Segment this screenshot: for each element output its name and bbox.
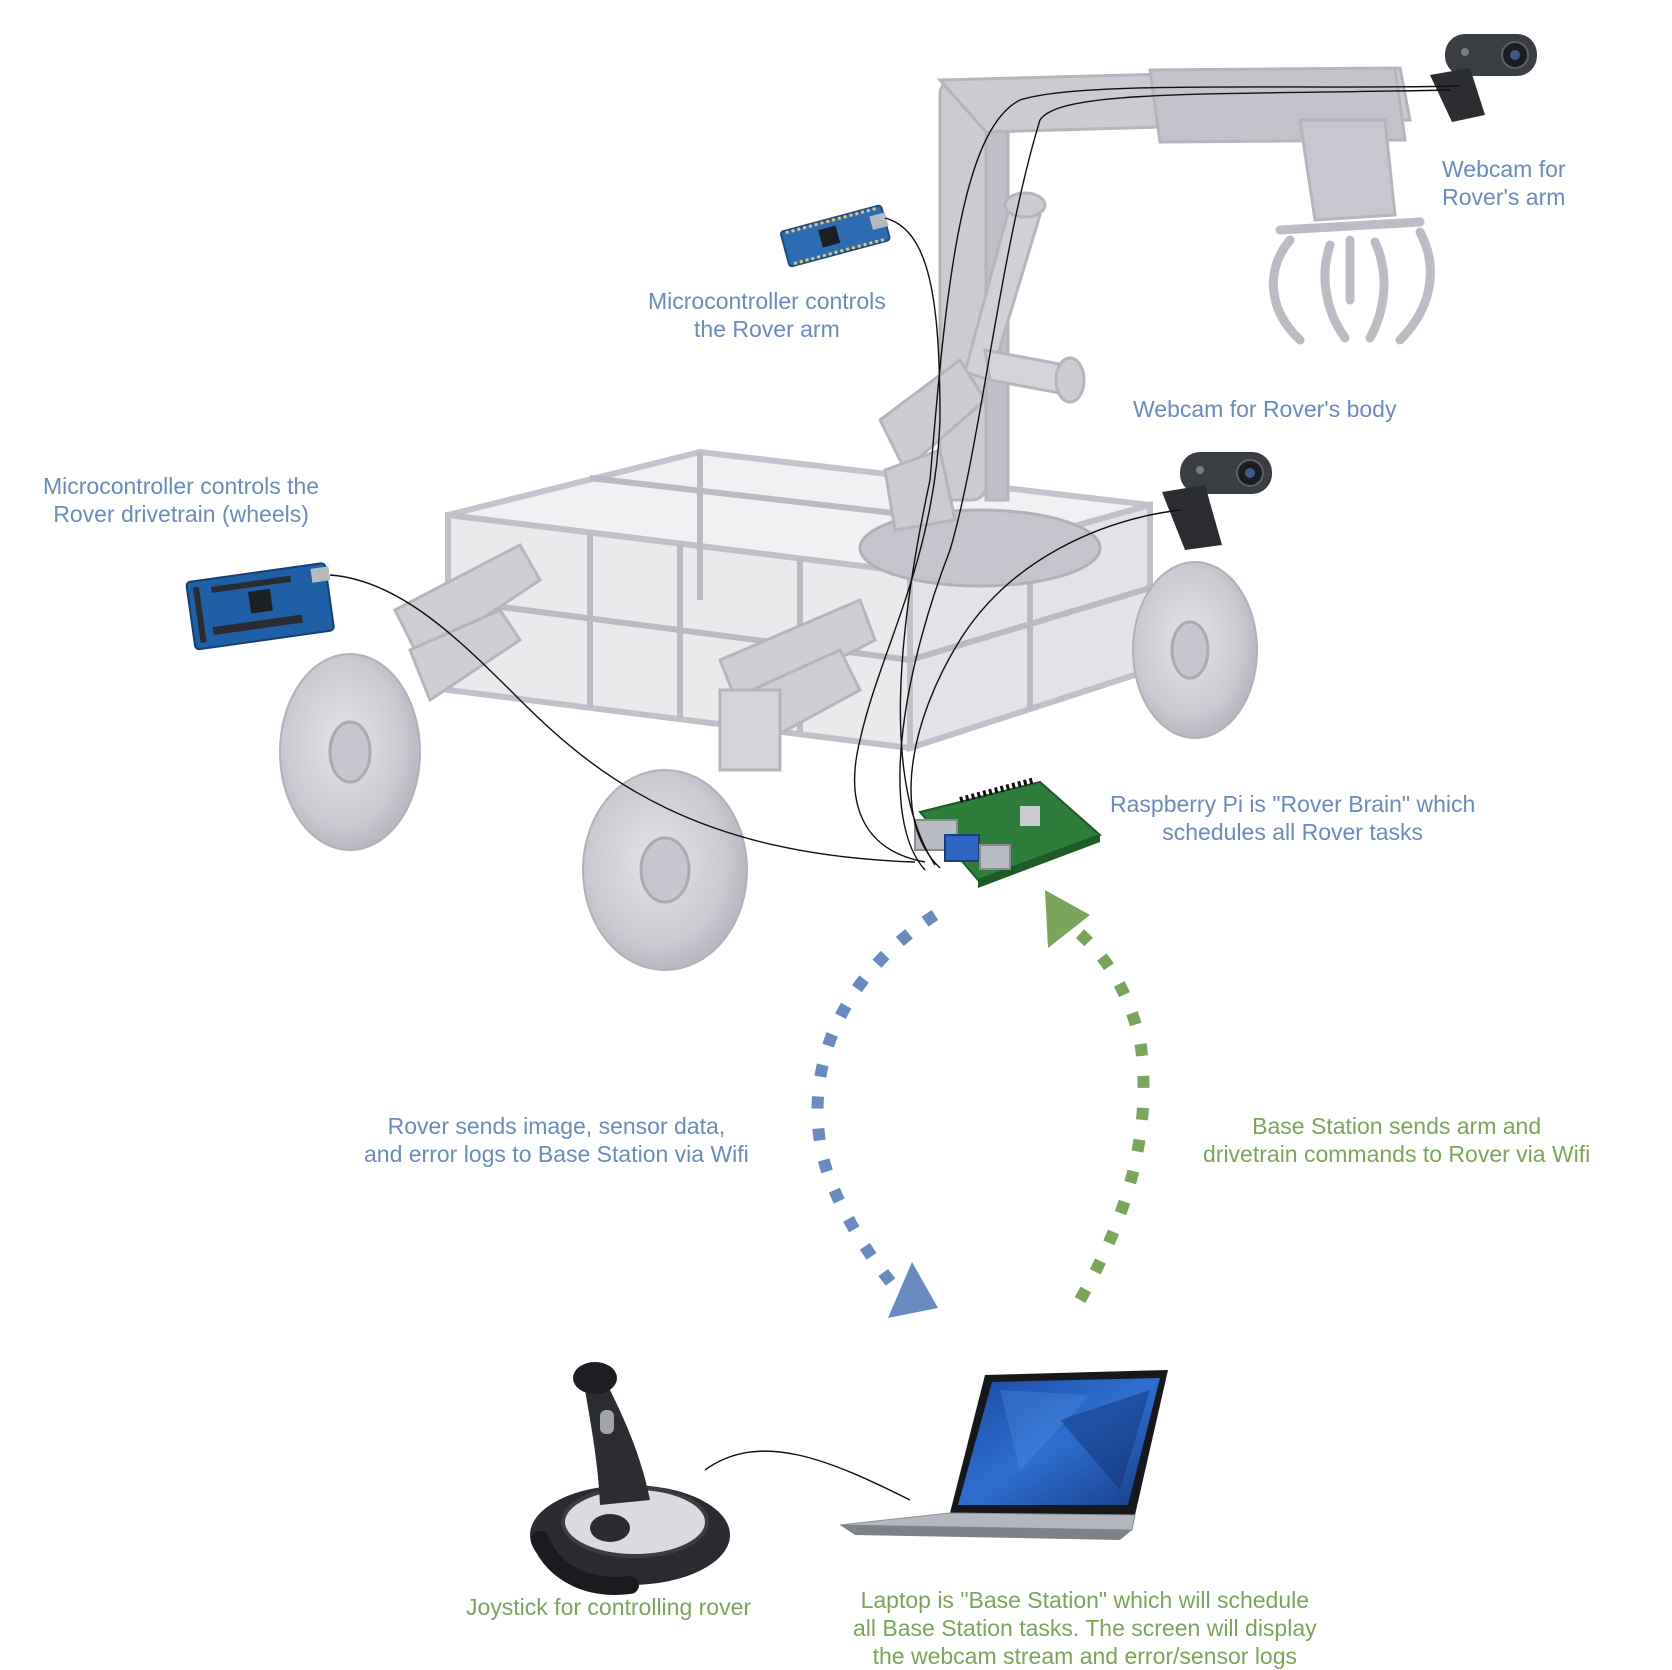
arduino-mega-icon [185,562,335,651]
pi-label-line-1: Raspberry Pi is "Rover Brain" which [1110,791,1476,817]
joystick-label: Joystick for controlling rover [466,1593,751,1621]
mcu-arm-label: Microcontroller controls the Rover arm [648,287,886,343]
suspension-icon [392,543,877,772]
laptop-label-line-3: the webcam stream and error/sensor logs [872,1643,1298,1669]
mcu-arm-label-line-2: the Rover arm [694,316,840,342]
pi-label: Raspberry Pi is "Rover Brain" which sche… [1110,790,1475,846]
webcam-arm-label-line-2: Rover's arm [1442,184,1566,210]
mcu-drive-label: Microcontroller controls the Rover drive… [43,472,319,528]
arduino-nano-icon [780,204,891,268]
webcam-arm-icon [1430,34,1537,122]
base-to-rover-label-line-1: Base Station sends arm and [1252,1113,1542,1139]
webcam-body-icon [1162,452,1272,550]
rover-to-base-label-line-1: Rover sends image, sensor data, [387,1113,726,1139]
pi-label-line-2: schedules all Rover tasks [1162,819,1424,845]
laptop-label: Laptop is "Base Station" which will sche… [853,1586,1317,1670]
webcam-body-label-line-1: Webcam for Rover's body [1133,396,1397,422]
joystick-icon [530,1362,730,1595]
webcam-arm-label-line-1: Webcam for [1442,156,1566,182]
base-to-rover-arrow [1045,890,1150,1303]
base-to-rover-label: Base Station sends arm and drivetrain co… [1203,1112,1590,1168]
rover-to-base-arrow [811,909,939,1318]
wheel-icon [279,561,1258,971]
laptop-icon [839,1370,1168,1540]
laptop-label-line-1: Laptop is "Base Station" which will sche… [860,1587,1310,1613]
mcu-drive-label-line-1: Microcontroller controls the [43,473,320,499]
mcu-drive-label-line-2: Rover drivetrain (wheels) [53,501,309,527]
mcu-arm-label-line-1: Microcontroller controls [648,288,886,314]
raspberry-pi-icon [914,777,1102,888]
laptop-label-line-2: all Base Station tasks. The screen will … [853,1615,1317,1641]
gripper-icon [1268,217,1435,345]
webcam-arm-label: Webcam for Rover's arm [1442,155,1566,211]
wire-icon [329,85,1461,871]
webcam-body-label: Webcam for Rover's body [1133,395,1396,423]
joystick-label-line-1: Joystick for controlling rover [466,1594,752,1620]
joystick-cable-icon [704,1450,911,1501]
rover-to-base-label-line-2: and error logs to Base Station via Wifi [364,1141,749,1167]
rover-to-base-label: Rover sends image, sensor data, and erro… [364,1112,749,1168]
base-to-rover-label-line-2: drivetrain commands to Rover via Wifi [1203,1141,1591,1167]
